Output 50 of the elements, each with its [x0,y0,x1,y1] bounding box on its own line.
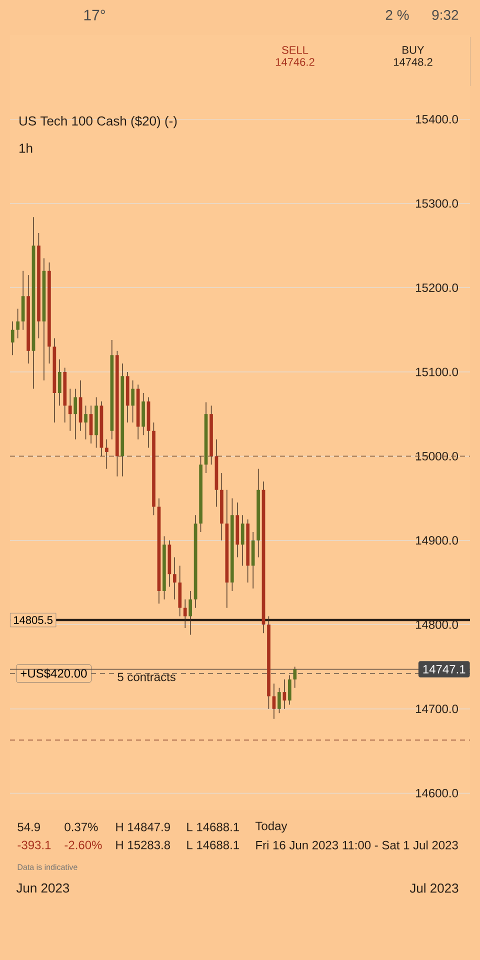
text: -2.60% [64,840,102,850]
text: Today [255,821,288,833]
candlestick [16,308,20,339]
annotation: 5 contracts [118,672,176,682]
candlestick [131,380,135,423]
candlestick [74,388,78,440]
text: H 14847.9 [116,822,170,832]
y-tick-label: 15000.0 [416,452,458,460]
text: 2 % [386,10,409,20]
y-tick-label: 14600.0 [416,788,458,798]
candlestick [172,556,176,600]
candlestick [278,687,281,714]
text: 54.9 [18,822,40,832]
text: 1h [20,143,32,153]
text: 0.37% [64,822,98,832]
y-tick-label: 15200.0 [416,283,458,292]
annotation: SELL [282,46,308,54]
candlestick [10,321,14,356]
y-tick-label: 15300.0 [416,199,458,208]
y-tick-label: 14900.0 [416,536,458,545]
candlestick [68,388,72,432]
annotation: 14748.2 [394,58,432,66]
y-tick-label: 15100.0 [416,368,458,376]
candlestick [293,666,297,688]
text: 9:32 [432,10,458,20]
text: Jun 2023 [16,883,70,893]
candlestick [288,674,292,706]
y-tick-label: 15400.0 [416,114,458,124]
text: Data is indicative [18,864,78,870]
text: L 14688.1 [187,840,239,850]
y-tick-label: 14700.0 [416,704,458,714]
text: L 14688.1 [187,822,239,832]
candlestick [240,514,244,566]
candlestick [188,590,192,636]
text: US Tech 100 Cash ($20) (-) [20,116,177,128]
ref-line-label: 14805.5 [14,616,52,624]
candlestick [84,405,88,440]
annotation: BUY [402,46,424,54]
annotation: 14746.2 [276,58,314,66]
candlestick [183,599,187,628]
ref-line-label: +US$420.00 [20,668,87,678]
text: Fri 16 Jun 2023 11:00 - Sat 1 Jul 2023 [256,840,458,850]
text: 17° [84,10,105,20]
text: -393.1 [18,840,51,850]
ref-line-label: 14747.1 [423,665,466,674]
candlestick [58,358,62,406]
candlestick [105,438,108,470]
candlestick [282,679,286,710]
text: H 15283.8 [116,840,170,850]
text: Jul 2023 [410,883,458,893]
